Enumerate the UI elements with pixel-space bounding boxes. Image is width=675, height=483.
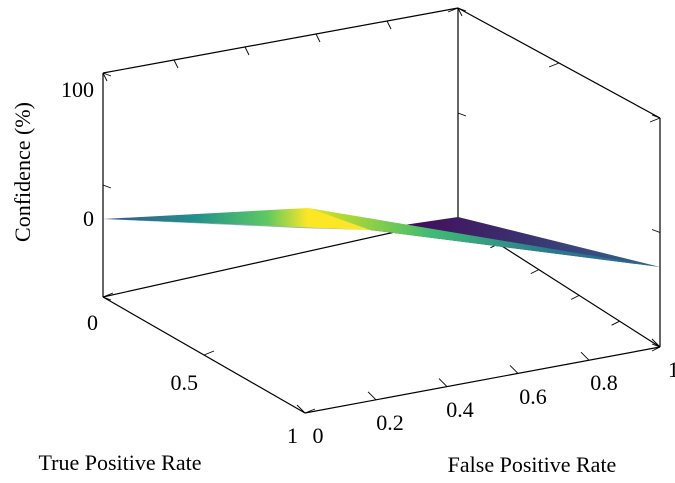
y-tick-mark-front xyxy=(102,292,114,298)
tick-marks xyxy=(102,7,661,414)
front-left-edge xyxy=(102,296,306,414)
surface-dark-facet xyxy=(370,217,660,267)
surface-left-facet xyxy=(103,208,370,230)
x-tick-mark-top xyxy=(244,46,250,56)
z-tick-mark-right xyxy=(651,343,661,348)
surface-front-facet xyxy=(308,208,660,267)
x-tick-mark-floor xyxy=(570,294,580,300)
z-axis-label: Confidence (%) xyxy=(10,102,35,242)
x-tick-0.4: 0.4 xyxy=(446,397,474,422)
x-tick-mark-floor xyxy=(611,320,620,326)
z-tick-mark-right xyxy=(651,114,661,119)
x-tick-0.8: 0.8 xyxy=(590,370,618,395)
z-tick-mark-left xyxy=(102,72,112,77)
y-tick-0: 0 xyxy=(87,310,98,335)
x-tick-mark-top xyxy=(102,72,108,82)
axis-box-back xyxy=(102,7,661,348)
z-tick-labels: 100 0 xyxy=(61,77,94,231)
front-bottom-edge xyxy=(304,346,661,414)
x-tick-labels: 0 0.2 0.4 0.6 0.8 1 xyxy=(313,357,675,448)
z-tick-mark-back xyxy=(457,112,467,117)
z-tick-mark-back xyxy=(457,7,467,12)
y-tick-mark-top xyxy=(548,62,560,68)
y-tick-mark-top xyxy=(447,7,459,13)
x-tick-mark-front xyxy=(509,365,519,374)
y-tick-0.5: 0.5 xyxy=(171,370,199,395)
x-tick-0.2: 0.2 xyxy=(376,410,404,435)
z-tick-mark-left xyxy=(102,184,112,189)
z-tick-100: 100 xyxy=(61,77,94,102)
y-tick-mark-top xyxy=(649,117,661,123)
back-top-edge-left xyxy=(102,7,459,74)
y-tick-1: 1 xyxy=(287,423,298,448)
surface xyxy=(103,208,660,267)
x-tick-mark-top xyxy=(315,33,321,43)
x-tick-mark-top xyxy=(457,7,463,17)
x-tick-mark-floor xyxy=(530,269,540,275)
z-tick-mark-right xyxy=(651,229,661,233)
x-tick-mark-top xyxy=(173,59,179,69)
y-tick-labels: 0 0.5 1 xyxy=(87,310,298,448)
x-axis-label: False Positive Rate xyxy=(448,452,617,477)
z-tick-0: 0 xyxy=(83,206,94,231)
y-tick-mark-front xyxy=(203,350,215,356)
x-tick-mark-front xyxy=(580,351,590,361)
surface-left-shade xyxy=(103,219,370,230)
x-tick-mark-front xyxy=(651,338,661,348)
x-tick-1: 1 xyxy=(668,357,675,382)
x-tick-0: 0 xyxy=(313,423,324,448)
x-tick-mark-top xyxy=(386,20,392,30)
x-tick-mark-front xyxy=(367,391,377,401)
axis-box-front xyxy=(102,296,661,414)
x-tick-0.6: 0.6 xyxy=(519,384,547,409)
x-tick-mark-front xyxy=(438,378,448,387)
y-axis-label: True Positive Rate xyxy=(39,450,202,475)
